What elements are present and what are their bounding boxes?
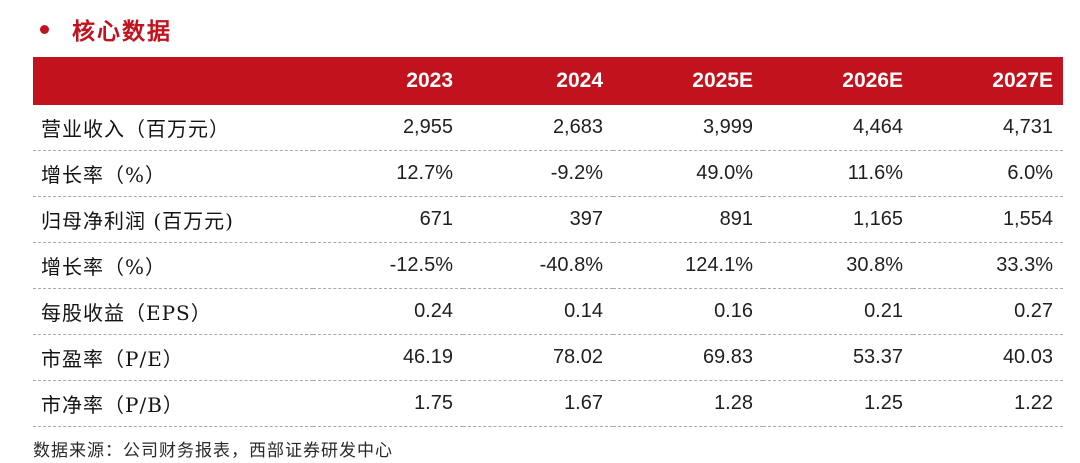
bullet-icon [40,24,49,34]
page-title: 核心数据 [72,18,172,45]
core-data-table: 2023 2024 2025E 2026E 2027E 营业收入（百万元） 2,… [33,57,1063,427]
table-row-pe: 市盈率（P/E） 46.19 78.02 69.83 53.37 40.03 [33,334,1063,381]
cell-value: 0.21 [763,288,913,335]
section-heading: 核心数据 [0,0,1080,46]
cell-value: 1,554 [913,196,1063,243]
cell-value: -9.2% [463,150,613,197]
table-row-net-profit: 归母净利润 (百万元) 671 397 891 1,165 1,554 [33,196,1063,243]
cell-value: 12.7% [313,150,463,197]
cell-value: 1,165 [763,196,913,243]
cell-value: -12.5% [313,242,463,289]
cell-value: 1.75 [313,380,463,427]
row-label: 归母净利润 (百万元) [33,196,313,243]
cell-value: 891 [613,196,763,243]
table-row-pb: 市净率（P/B） 1.75 1.67 1.28 1.25 1.22 [33,380,1063,427]
row-label: 每股收益（EPS） [33,288,313,335]
cell-value: 49.0% [613,150,763,197]
row-label: 市净率（P/B） [33,380,313,427]
cell-value: 11.6% [763,150,913,197]
row-label: 增长率（%） [33,242,313,289]
table-row-eps: 每股收益（EPS） 0.24 0.14 0.16 0.21 0.27 [33,288,1063,335]
row-label: 增长率（%） [33,150,313,197]
cell-value: 1.67 [463,380,613,427]
table-row-profit-growth: 增长率（%） -12.5% -40.8% 124.1% 30.8% 33.3% [33,242,1063,289]
cell-value: 78.02 [463,334,613,381]
cell-value: 4,464 [763,105,913,151]
cell-value: 1.28 [613,380,763,427]
row-label: 市盈率（P/E） [33,334,313,381]
column-header-2026e: 2026E [763,57,913,105]
cell-value: 69.83 [613,334,763,381]
column-header-2027e: 2027E [913,57,1063,105]
column-header-blank [33,57,313,105]
column-header-2024: 2024 [463,57,613,105]
table-row-revenue-growth: 增长率（%） 12.7% -9.2% 49.0% 11.6% 6.0% [33,150,1063,197]
table-row-revenue: 营业收入（百万元） 2,955 2,683 3,999 4,464 4,731 [33,105,1063,151]
column-header-2025e: 2025E [613,57,763,105]
cell-value: 6.0% [913,150,1063,197]
column-header-2023: 2023 [313,57,463,105]
cell-value: 3,999 [613,105,763,151]
cell-value: 1.25 [763,380,913,427]
cell-value: 0.27 [913,288,1063,335]
cell-value: 53.37 [763,334,913,381]
table-header-row: 2023 2024 2025E 2026E 2027E [33,57,1063,105]
source-note: 数据来源：公司财务报表，西部证券研发中心 [33,441,393,461]
cell-value: 40.03 [913,334,1063,381]
cell-value: -40.8% [463,242,613,289]
cell-value: 397 [463,196,613,243]
cell-value: 0.24 [313,288,463,335]
cell-value: 0.14 [463,288,613,335]
cell-value: 2,955 [313,105,463,151]
cell-value: 30.8% [763,242,913,289]
cell-value: 2,683 [463,105,613,151]
cell-value: 1.22 [913,380,1063,427]
cell-value: 46.19 [313,334,463,381]
cell-value: 124.1% [613,242,763,289]
cell-value: 4,731 [913,105,1063,151]
row-label: 营业收入（百万元） [33,105,313,151]
cell-value: 671 [313,196,463,243]
cell-value: 0.16 [613,288,763,335]
cell-value: 33.3% [913,242,1063,289]
